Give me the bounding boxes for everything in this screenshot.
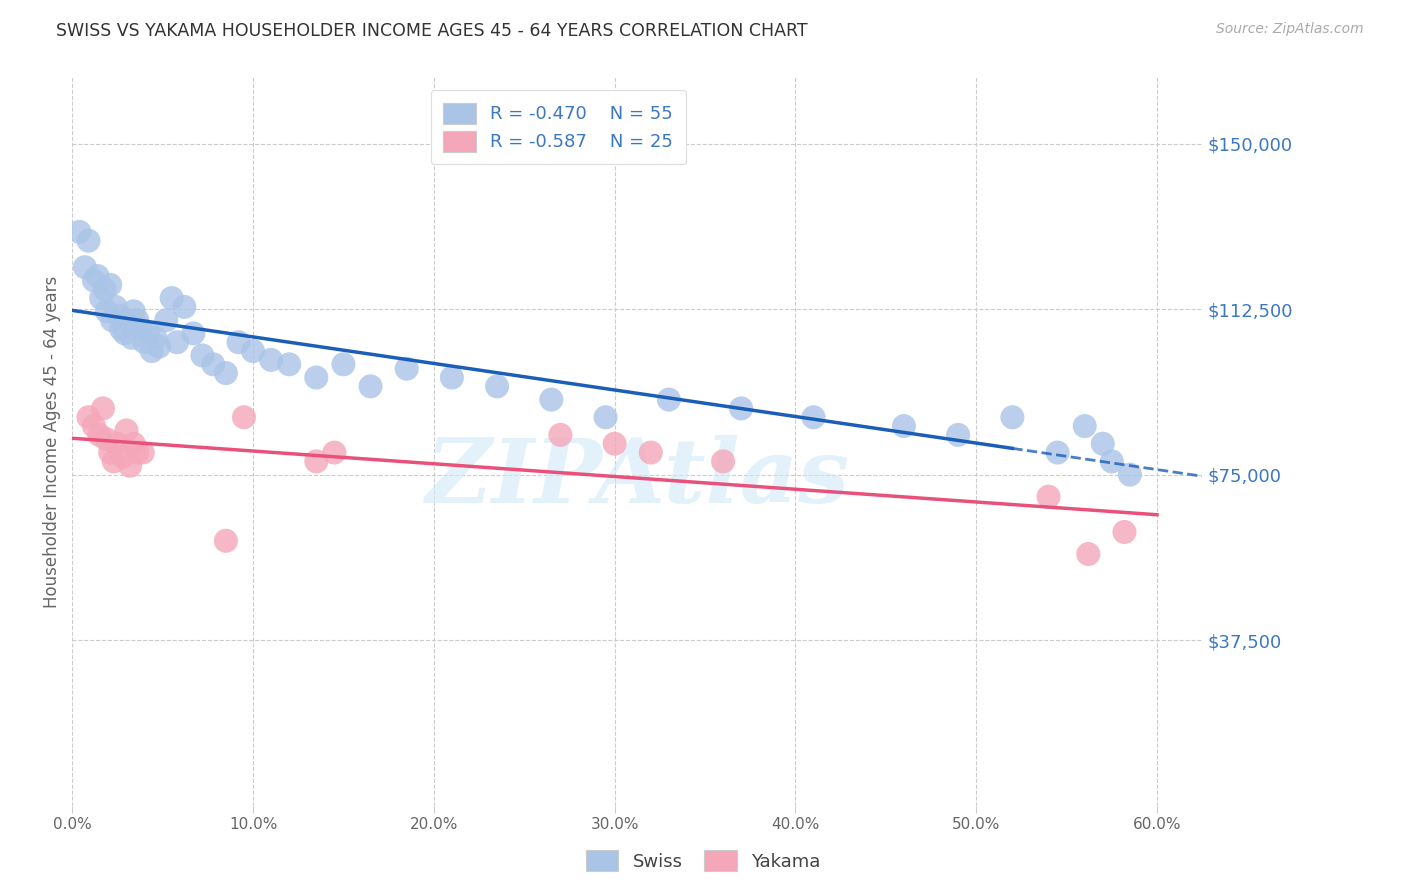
Point xyxy=(110,322,132,336)
Point xyxy=(86,268,108,283)
Y-axis label: Householder Income Ages 45 - 64 years: Householder Income Ages 45 - 64 years xyxy=(44,276,60,607)
Point xyxy=(136,326,159,341)
Text: Source: ZipAtlas.com: Source: ZipAtlas.com xyxy=(1216,22,1364,37)
Point xyxy=(202,357,225,371)
Point xyxy=(77,234,100,248)
Text: SWISS VS YAKAMA HOUSEHOLDER INCOME AGES 45 - 64 YEARS CORRELATION CHART: SWISS VS YAKAMA HOUSEHOLDER INCOME AGES … xyxy=(56,22,808,40)
Point xyxy=(1091,436,1114,450)
Point xyxy=(360,379,382,393)
Point xyxy=(73,260,96,275)
Point xyxy=(173,300,195,314)
Point xyxy=(166,335,188,350)
Point xyxy=(104,300,127,314)
Point xyxy=(107,436,129,450)
Point xyxy=(83,273,105,287)
Point xyxy=(132,445,155,459)
Point xyxy=(101,313,124,327)
Point xyxy=(242,344,264,359)
Point xyxy=(141,344,163,359)
Point xyxy=(603,436,626,450)
Point xyxy=(893,419,915,434)
Point xyxy=(730,401,752,416)
Point xyxy=(332,357,354,371)
Point xyxy=(134,335,156,350)
Point xyxy=(595,410,617,425)
Point xyxy=(215,366,238,380)
Point xyxy=(1119,467,1142,482)
Point xyxy=(260,352,283,367)
Point xyxy=(1114,524,1136,539)
Point xyxy=(98,445,121,459)
Point xyxy=(103,454,125,468)
Point xyxy=(83,419,105,434)
Legend: R = -0.470    N = 55, R = -0.587    N = 25: R = -0.470 N = 55, R = -0.587 N = 25 xyxy=(430,90,686,164)
Point xyxy=(1101,454,1123,468)
Point xyxy=(96,304,118,318)
Point xyxy=(183,326,205,341)
Point xyxy=(127,313,149,327)
Text: ZIPAtlas: ZIPAtlas xyxy=(426,434,849,521)
Point xyxy=(122,436,145,450)
Point xyxy=(160,291,183,305)
Point xyxy=(946,428,969,442)
Point xyxy=(1038,490,1060,504)
Legend: Swiss, Yakama: Swiss, Yakama xyxy=(578,843,828,879)
Point xyxy=(640,445,662,459)
Point xyxy=(233,410,256,425)
Point xyxy=(121,331,143,345)
Point xyxy=(215,533,238,548)
Point xyxy=(117,313,139,327)
Point xyxy=(145,331,167,345)
Point xyxy=(90,291,112,305)
Point xyxy=(111,450,134,464)
Point xyxy=(129,322,152,336)
Point xyxy=(96,433,118,447)
Point xyxy=(395,361,418,376)
Point xyxy=(77,410,100,425)
Point xyxy=(540,392,562,407)
Point xyxy=(440,370,463,384)
Point xyxy=(114,326,136,341)
Point xyxy=(1046,445,1069,459)
Point xyxy=(69,225,91,239)
Point xyxy=(1001,410,1024,425)
Point xyxy=(1073,419,1095,434)
Point xyxy=(305,454,328,468)
Point xyxy=(323,445,346,459)
Point xyxy=(91,401,114,416)
Point xyxy=(550,428,572,442)
Point xyxy=(89,428,111,442)
Point xyxy=(98,277,121,292)
Point xyxy=(127,445,149,459)
Point xyxy=(122,304,145,318)
Point xyxy=(228,335,250,350)
Point xyxy=(115,424,138,438)
Point xyxy=(711,454,734,468)
Point xyxy=(486,379,509,393)
Point xyxy=(305,370,328,384)
Point xyxy=(94,282,117,296)
Point xyxy=(108,309,131,323)
Point xyxy=(148,340,170,354)
Point xyxy=(1077,547,1099,561)
Point xyxy=(803,410,825,425)
Point xyxy=(155,313,177,327)
Point xyxy=(278,357,301,371)
Point xyxy=(658,392,681,407)
Point xyxy=(120,458,142,473)
Point xyxy=(191,349,214,363)
